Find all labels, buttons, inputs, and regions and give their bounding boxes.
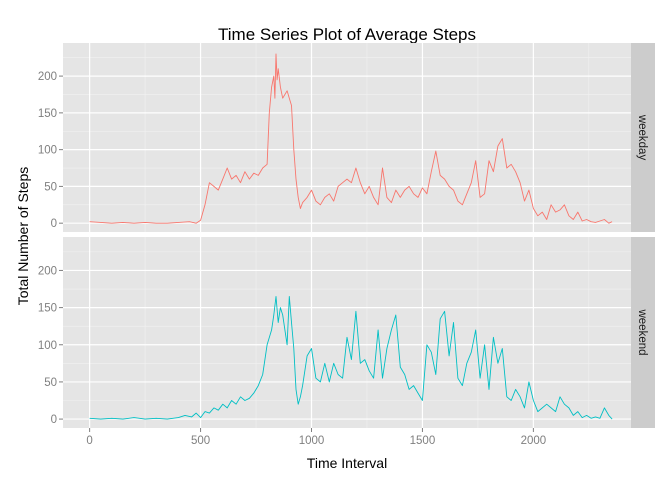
series-line-weekday [89, 53, 613, 224]
x-axis-label: Time Interval [307, 455, 387, 471]
x-tick-label: 500 [191, 435, 210, 447]
y-ticks-weekend: 0 50 100 150 200 [38, 265, 63, 426]
facet-weekday: weekday 0 50 100 150 200 [38, 43, 655, 232]
y-tick-label: 200 [38, 265, 57, 277]
panel-weekday [63, 43, 631, 232]
y-axis-label: Total Number of Steps [15, 167, 31, 306]
x-tick-label: 1000 [299, 435, 325, 447]
facet-weekend: weekend 0 50 100 150 200 [38, 237, 655, 428]
y-tick-label: 0 [51, 414, 57, 426]
y-tick-label: 50 [44, 377, 57, 389]
grid-weekend [63, 237, 631, 428]
strip-weekend [631, 237, 655, 428]
x-tick-label: 1500 [410, 435, 436, 447]
strip-label-weekend: weekend [636, 308, 648, 355]
y-tick-label: 150 [38, 303, 57, 315]
y-tick-label: 100 [38, 340, 57, 352]
series-weekend [89, 296, 613, 420]
y-tick-label: 100 [38, 145, 57, 157]
grid-weekday [63, 43, 631, 232]
series-line-weekend [89, 296, 613, 420]
y-tick-label: 50 [44, 181, 57, 193]
y-ticks-weekday: 0 50 100 150 200 [38, 71, 63, 230]
x-ticks: 0 500 1000 1500 2000 [86, 428, 546, 447]
x-tick-label: 0 [86, 435, 92, 447]
y-tick-label: 150 [38, 108, 57, 120]
series-weekday [89, 53, 613, 224]
strip-weekday [631, 43, 655, 232]
y-tick-label: 0 [51, 218, 57, 230]
x-tick-label: 2000 [521, 435, 547, 447]
strip-label-weekday: weekday [636, 114, 648, 161]
y-tick-label: 200 [38, 71, 57, 83]
chart-title: Time Series Plot of Average Steps [218, 25, 476, 44]
panel-weekend [63, 237, 631, 428]
